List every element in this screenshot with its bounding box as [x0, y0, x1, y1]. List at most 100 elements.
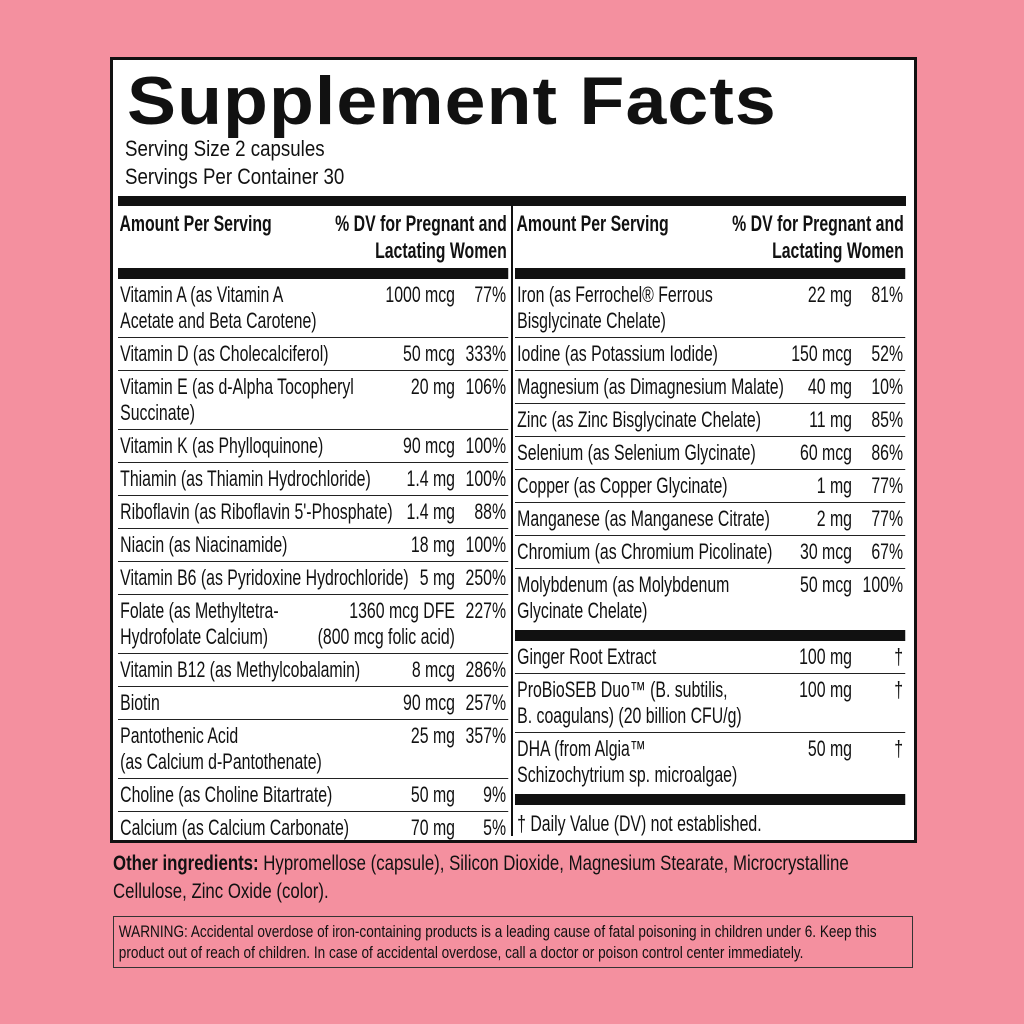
nutrient-dv: 81%	[871, 282, 904, 307]
nutrient-dv: †	[894, 644, 904, 669]
nutrient-name: Vitamin B12 (as Methylcobalamin)	[120, 657, 361, 682]
nutrient-dv: 88%	[474, 499, 507, 524]
header-divider	[515, 268, 906, 279]
nutrient-amount: 18 mg	[410, 532, 455, 557]
nutrient-amount: 1360 mcg DFE (800 mcg folic acid)	[317, 598, 455, 649]
nutrient-row: Vitamin K (as Phylloquinone) 90 mcg 100%	[118, 429, 509, 462]
nutrient-dv: 77%	[474, 282, 507, 307]
nutrient-name: Iodine (as Potassium Iodide)	[517, 341, 718, 366]
nutrient-name: Thiamin (as Thiamin Hydrochloride)	[120, 466, 371, 491]
nutrient-amount: 22 mg	[807, 282, 852, 307]
nutrient-name: Manganese (as Manganese Citrate)	[517, 506, 770, 531]
nutrient-amount: 40 mg	[807, 374, 852, 399]
nutrient-dv: †	[894, 736, 904, 761]
nutrient-amount: 1 mg	[816, 473, 852, 498]
nutrient-dv: 100%	[465, 466, 507, 491]
nutrient-dv: 9%	[483, 782, 507, 807]
nutrient-name: Zinc (as Zinc Bisglycinate Chelate)	[517, 407, 762, 432]
other-ingredients-label: Other ingredients:	[113, 852, 259, 875]
nutrient-row: Vitamin A (as Vitamin A Acetate and Beta…	[118, 279, 508, 337]
nutrient-row: Selenium (as Selenium Glycinate) 60 mcg 86…	[515, 436, 906, 469]
nutrient-amount: 70 mg	[410, 815, 455, 840]
nutrient-row: Calcium (as Calcium Carbonate) 70 mg 5%	[118, 811, 509, 844]
nutrient-row: DHA (from Algia™ Schizochytrium sp. micr…	[515, 732, 906, 791]
nutrient-name: ProBioSEB Duo™ (B. subtilis, B. coagulan…	[517, 677, 742, 728]
nutrient-dv: 100%	[862, 572, 904, 597]
nutrient-dv: 5%	[483, 815, 507, 840]
nutrient-name: Vitamin A (as Vitamin A Acetate and Beta…	[120, 282, 317, 333]
nutrient-row: Vitamin D (as Cholecalciferol) 50 mcg 333%	[118, 337, 509, 370]
nutrient-name: Biotin	[120, 690, 160, 715]
nutrient-dv: 250%	[465, 565, 507, 590]
nutrient-amount: 50 mcg	[403, 341, 455, 366]
nutrient-name: Magnesium (as Dimagnesium Malate)	[517, 374, 784, 399]
nutrient-row: Iodine (as Potassium Iodide) 150 mcg 52%	[515, 337, 906, 370]
nutrient-name: Vitamin K (as Phylloquinone)	[120, 433, 324, 458]
nutrient-dv: 86%	[871, 440, 904, 465]
amount-header: Amount Per Serving	[119, 211, 272, 236]
nutrient-row: Vitamin B6 (as Pyridoxine Hydrochloride)…	[118, 561, 509, 594]
nutrient-name: DHA (from Algia™ Schizochytrium sp. micr…	[517, 736, 738, 787]
nutrient-amount: 100 mg	[799, 677, 852, 702]
nutrient-name: Pantothenic Acid (as Calcium d-Pantothen…	[120, 723, 322, 774]
warning-text: WARNING: Accidental overdose of iron-con…	[118, 922, 877, 962]
nutrient-name: Molybdenum (as Molybdenum Glycinate Chel…	[517, 572, 730, 623]
dv-header: % DV for Pregnant and Lactating Women	[732, 211, 904, 263]
left-column: Amount Per Serving % DV for Pregnant and…	[118, 200, 509, 844]
nutrient-amount: 11 mg	[809, 407, 852, 432]
nutrient-dv: †	[894, 677, 904, 702]
nutrient-amount: 1000 mcg	[385, 282, 455, 307]
nutrient-name: Ginger Root Extract	[517, 644, 657, 669]
dv-header: % DV for Pregnant and Lactating Women	[335, 211, 507, 263]
nutrient-amount: 1.4 mg	[406, 466, 455, 491]
nutrient-amount: 90 mcg	[403, 433, 455, 458]
nutrient-dv: 100%	[465, 433, 507, 458]
nutrient-amount: 30 mcg	[800, 539, 852, 564]
footnote: † Daily Value (DV) not established.	[515, 805, 905, 837]
nutrient-dv: 52%	[871, 341, 904, 366]
nutrient-name: Iron (as Ferrochel® Ferrous Bisglycinate…	[517, 282, 713, 333]
nutrient-row: Iron (as Ferrochel® Ferrous Bisglycinate…	[515, 279, 905, 337]
nutrient-dv: 227%	[465, 598, 507, 623]
nutrient-dv: 357%	[465, 723, 507, 748]
nutrient-row: Vitamin E (as d-Alpha Tocopheryl Succina…	[118, 370, 509, 429]
nutrient-row: Magnesium (as Dimagnesium Malate) 40 mg 10…	[515, 370, 906, 403]
nutrient-name: Chromium (as Chromium Picolinate)	[517, 539, 773, 564]
nutrient-dv: 67%	[871, 539, 904, 564]
nutrient-name: Vitamin B6 (as Pyridoxine Hydrochloride)	[120, 565, 409, 590]
section-divider	[515, 794, 906, 805]
other-ingredients: Other ingredients: Hypromellose (capsule…	[113, 850, 873, 906]
nutrient-dv: 106%	[465, 374, 507, 399]
nutrient-row: ProBioSEB Duo™ (B. subtilis, B. coagulan…	[515, 673, 906, 732]
header-divider	[118, 268, 509, 279]
section-divider	[515, 630, 906, 641]
nutrient-amount: 50 mg	[807, 736, 852, 761]
nutrient-amount: 50 mcg	[800, 572, 852, 597]
supplement-facts-panel: Supplement Facts Serving Size 2 capsules…	[110, 57, 917, 843]
column-divider	[511, 200, 513, 836]
nutrient-amount: 60 mcg	[800, 440, 852, 465]
column-header: Amount Per Serving % DV for Pregnant and…	[118, 200, 508, 268]
nutrient-amount: 1.4 mg	[406, 499, 455, 524]
nutrient-amount: 150 mcg	[791, 341, 852, 366]
nutrient-row: Choline (as Choline Bitartrate) 50 mg 9%	[118, 778, 509, 811]
nutrient-amount: 5 mg	[419, 565, 455, 590]
nutrient-row: Riboflavin (as Riboflavin 5'-Phosphate) 1…	[118, 495, 509, 528]
nutrient-amount: 50 mg	[410, 782, 455, 807]
nutrient-row: Niacin (as Niacinamide) 18 mg 100%	[118, 528, 509, 561]
nutrient-dv: 77%	[871, 506, 904, 531]
servings-per-container: Servings Per Container 30	[125, 164, 345, 189]
nutrient-dv: 77%	[871, 473, 904, 498]
nutrient-dv: 100%	[465, 532, 507, 557]
nutrient-name: Calcium (as Calcium Carbonate)	[120, 815, 350, 840]
nutrient-name: Choline (as Choline Bitartrate)	[120, 782, 333, 807]
nutrient-amount: 2 mg	[816, 506, 852, 531]
footnote-text: † Daily Value (DV) not established.	[517, 811, 762, 836]
serving-size: Serving Size 2 capsules	[125, 136, 325, 161]
nutrient-row: Manganese (as Manganese Citrate) 2 mg 77%	[515, 502, 906, 535]
amount-header: Amount Per Serving	[516, 211, 669, 236]
nutrient-name: Selenium (as Selenium Glycinate)	[517, 440, 756, 465]
panel-title: Supplement Facts	[127, 63, 777, 139]
nutrient-name: Niacin (as Niacinamide)	[120, 532, 288, 557]
nutrient-dv: 333%	[465, 341, 507, 366]
